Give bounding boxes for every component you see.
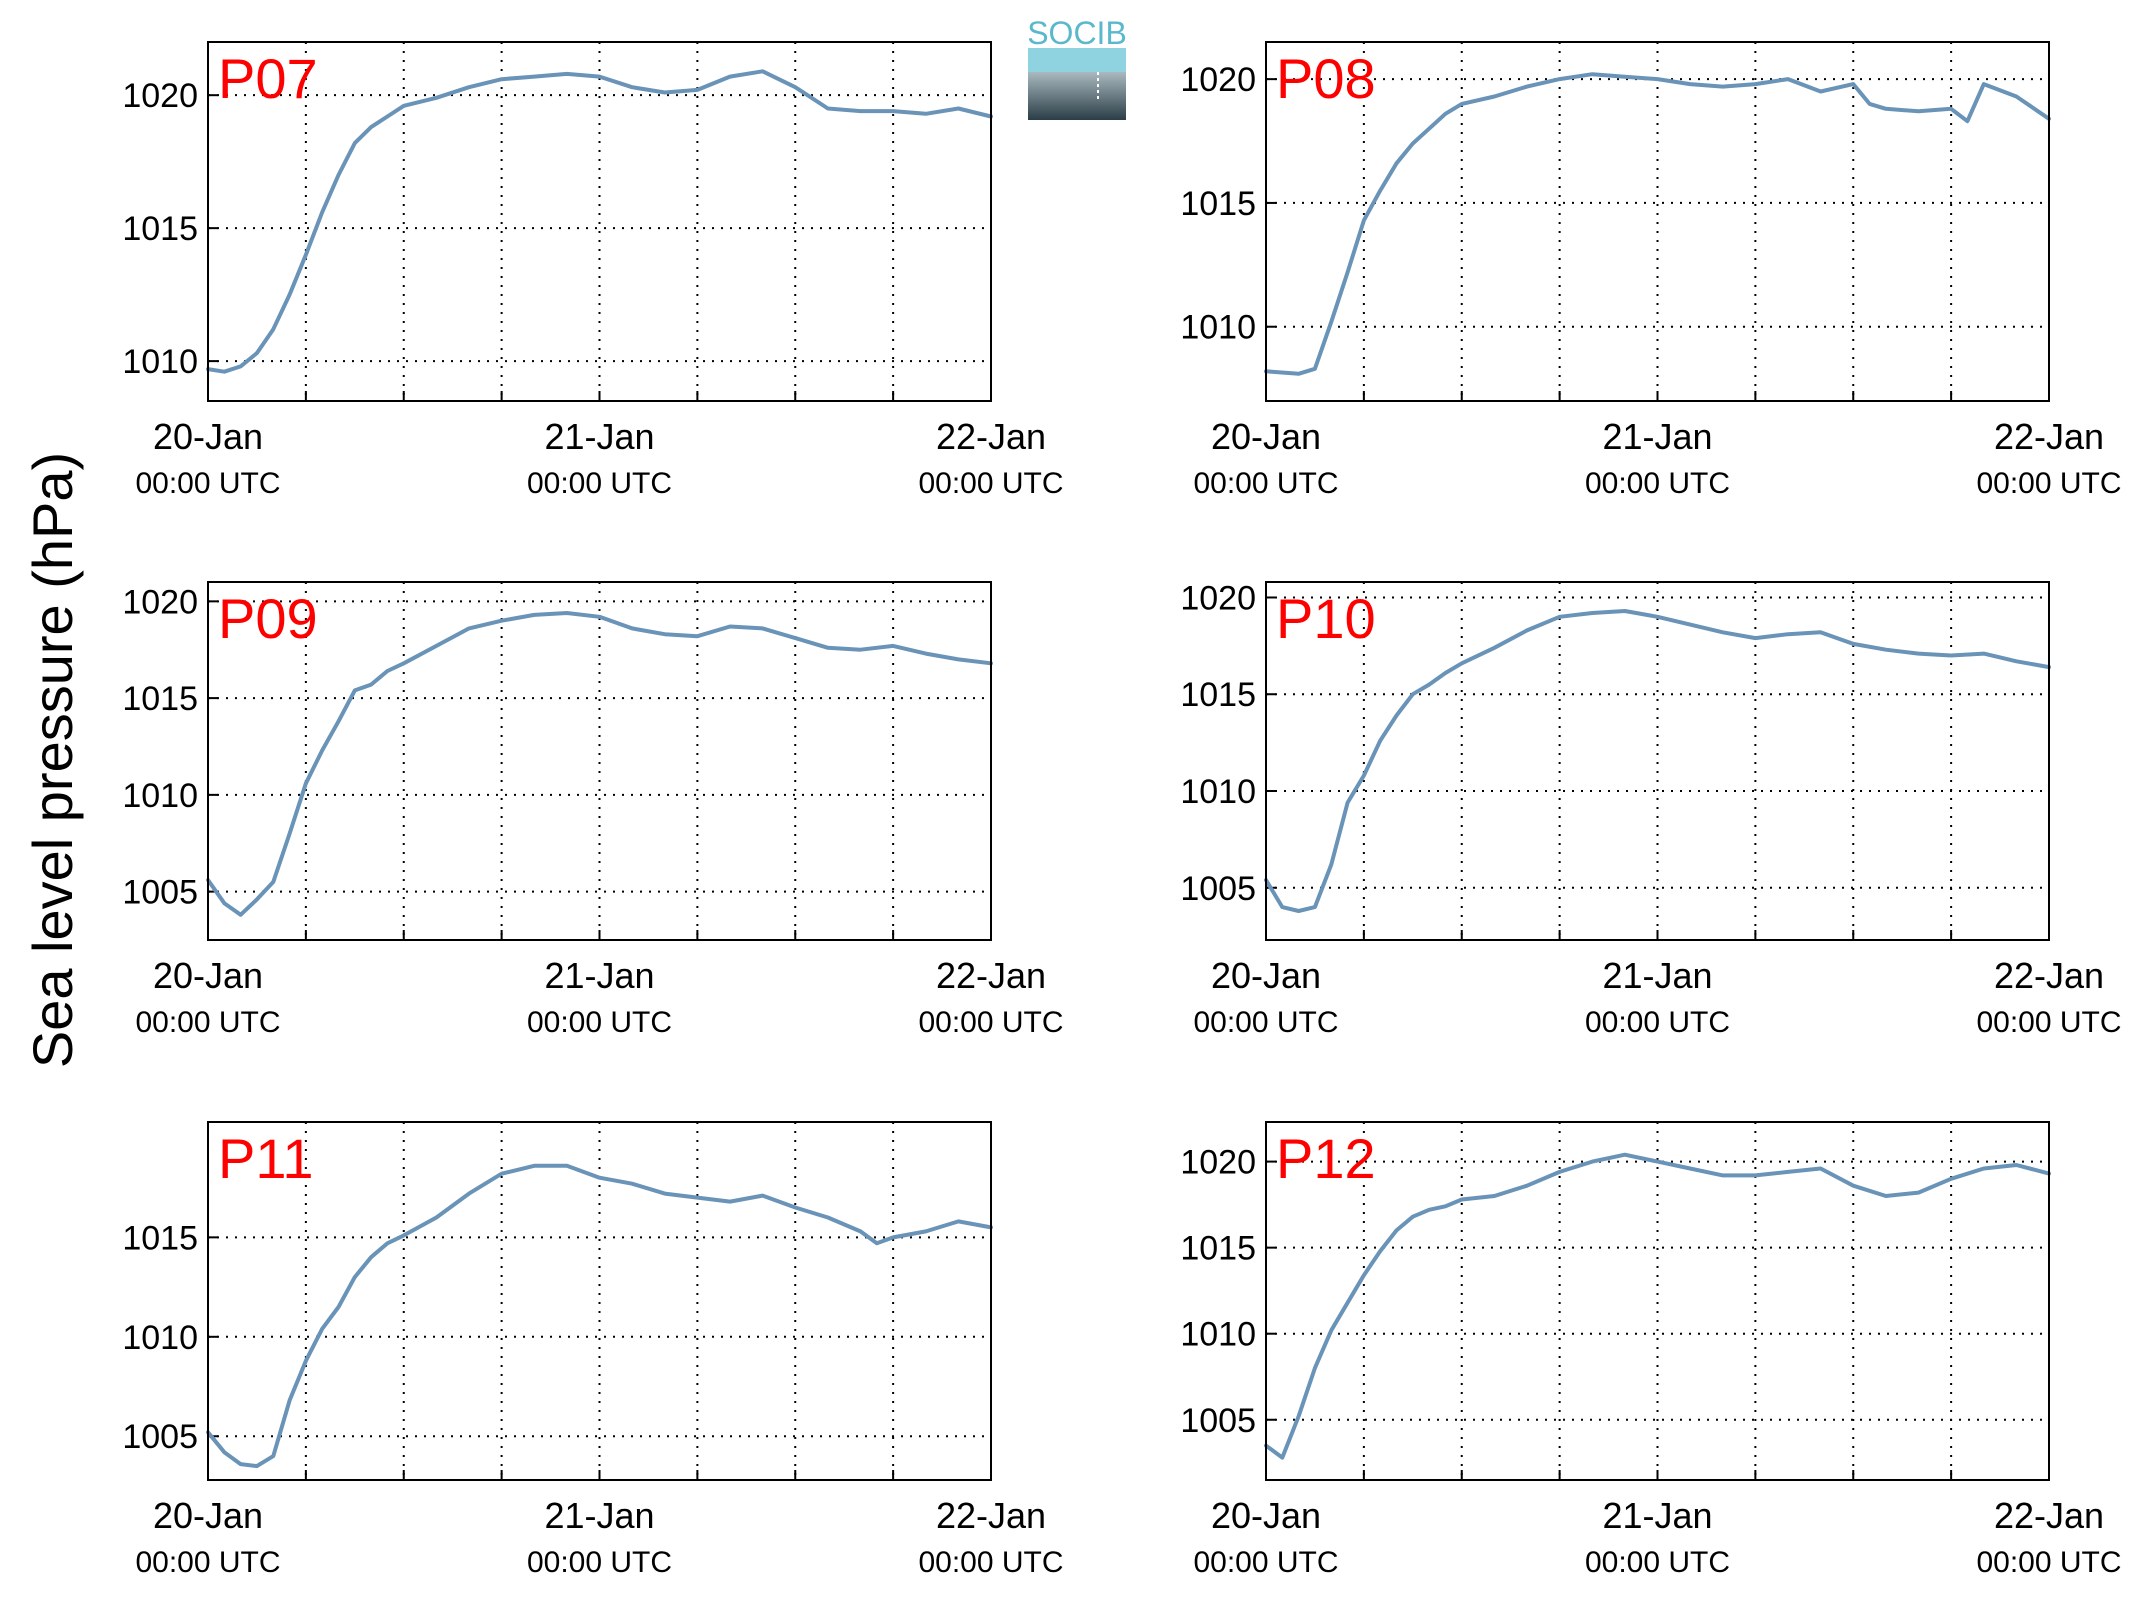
chart-panels: 1010 1015 1020 20-Jan 00:00 UTC 21-Jan 00:00 U… [122,41,2122,1579]
plot-frame [1265,41,2050,402]
x-tick-label-time: 00:00 UTC [1193,1006,1338,1039]
x-tick-label-time: 00:00 UTC [918,1546,1063,1579]
x-tick-label-time: 00:00 UTC [1976,1546,2121,1579]
y-tick-label: 1010 [122,343,198,381]
panel-p11: 1005 1010 1015 20-Jan 00:00 UTC 21-Jan 00:00 U… [122,1121,1064,1579]
x-tick-label-time: 00:00 UTC [135,1006,280,1039]
y-tick-label: 1010 [1180,309,1256,347]
x-tick-label-date: 22-Jan [936,1495,1046,1536]
x-tick-label-date: 20-Jan [153,416,263,457]
y-tick-label: 1015 [122,210,198,248]
panel-title: P12 [1276,1127,1376,1190]
y-tick-label: 1005 [1180,1402,1256,1440]
panel-p12: 1005 1010 1015 1020 20-Jan 00:00 UTC 21-Jan 00:… [1180,1121,2122,1579]
panel-title: P09 [218,587,318,650]
y-tick-label: 1005 [1180,870,1256,908]
x-tick-label-date: 20-Jan [1211,416,1321,457]
series-line [206,69,993,374]
panel-p07: 1010 1015 1020 20-Jan 00:00 UTC 21-Jan 00:00 U… [122,41,1064,500]
panel-p08: 1010 1015 1020 20-Jan 00:00 UTC 21-Jan 00:00 U… [1180,41,2122,500]
socib-logo: SOCIB [1027,15,1127,120]
plot-frame [207,1121,992,1481]
x-tick-label-time: 00:00 UTC [1193,467,1338,500]
plot-frame [207,41,992,402]
x-tick-label-time: 00:00 UTC [1976,1006,2121,1039]
y-tick-label: 1015 [1180,185,1256,223]
y-tick-label: 1005 [122,874,198,912]
panel-title: P07 [218,47,318,110]
x-tick-label-time: 00:00 UTC [527,1006,672,1039]
x-tick-label-date: 20-Jan [153,955,263,996]
panel-p10: 1005 1010 1015 1020 20-Jan 00:00 UTC 21-Jan 00:… [1180,579,2121,1039]
x-tick-label-date: 22-Jan [1994,1495,2104,1536]
y-axis-label: Sea level pressure (hPa) [21,452,84,1068]
y-tick-label: 1015 [1180,676,1256,714]
x-tick-label-date: 20-Jan [1211,1495,1321,1536]
x-tick-label-time: 00:00 UTC [1585,1006,1730,1039]
y-tick-label: 1015 [1180,1230,1256,1268]
panel-title: P11 [218,1127,313,1190]
x-tick-label-date: 21-Jan [544,416,654,457]
x-tick-label-time: 00:00 UTC [918,467,1063,500]
x-tick-label-date: 20-Jan [153,1495,263,1536]
y-tick-label: 1015 [122,680,198,718]
y-tick-label: 1020 [122,583,198,621]
x-tick-label-date: 22-Jan [1994,416,2104,457]
x-tick-label-time: 00:00 UTC [1976,467,2121,500]
x-tick-label-time: 00:00 UTC [1585,467,1730,500]
y-tick-label: 1020 [1180,1144,1256,1182]
series-line [1264,72,2051,376]
y-tick-label: 1015 [122,1219,198,1257]
x-tick-label-date: 21-Jan [544,955,654,996]
y-tick-label: 1020 [1180,61,1256,99]
x-tick-label-date: 21-Jan [544,1495,654,1536]
x-tick-label-time: 00:00 UTC [1585,1546,1730,1579]
series-line [1264,609,2051,913]
y-tick-label: 1020 [122,77,198,115]
panel-p09: 1005 1010 1015 1020 20-Jan 00:00 UTC 21-Jan 00:… [122,581,1064,1039]
logo-block [1028,72,1126,120]
series-line [1264,1152,2051,1460]
x-tick-label-date: 21-Jan [1602,416,1712,457]
x-tick-label-time: 00:00 UTC [1193,1546,1338,1579]
x-tick-label-time: 00:00 UTC [527,467,672,500]
y-tick-label: 1010 [1180,773,1256,811]
x-tick-label-date: 22-Jan [1994,955,2104,996]
logo-band [1028,48,1126,72]
x-tick-label-date: 22-Jan [936,416,1046,457]
x-tick-label-time: 00:00 UTC [527,1546,672,1579]
x-tick-label-time: 00:00 UTC [135,1546,280,1579]
y-tick-label: 1010 [122,1319,198,1357]
series-line [206,611,993,917]
panel-title: P08 [1276,47,1376,110]
panel-title: P10 [1276,587,1376,650]
plot-frame [1265,581,2050,941]
y-tick-label: 1005 [122,1418,198,1456]
x-tick-label-time: 00:00 UTC [135,467,280,500]
plot-frame [207,581,992,941]
plot-frame [1265,1121,2050,1481]
y-tick-label: 1020 [1180,579,1256,617]
x-tick-label-date: 20-Jan [1211,955,1321,996]
x-tick-label-date: 21-Jan [1602,955,1712,996]
y-tick-label: 1010 [122,777,198,815]
x-tick-label-date: 21-Jan [1602,1495,1712,1536]
series-line [206,1163,993,1469]
logo-text: SOCIB [1027,15,1127,51]
y-tick-label: 1010 [1180,1316,1256,1354]
x-tick-label-time: 00:00 UTC [918,1006,1063,1039]
x-tick-label-date: 22-Jan [936,955,1046,996]
